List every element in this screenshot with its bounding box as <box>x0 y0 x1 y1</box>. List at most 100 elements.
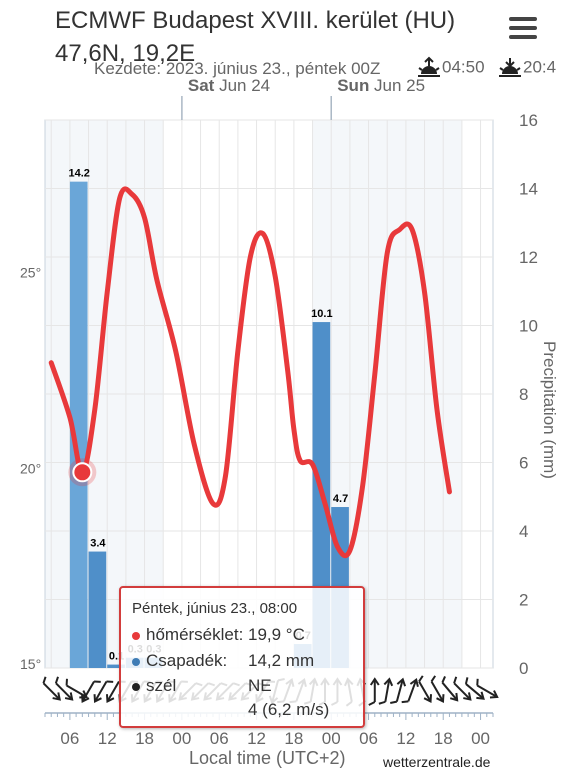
wind-arrow-shaft <box>42 682 60 700</box>
wind-arrow-icon <box>453 676 472 701</box>
sunset-info: 20:4 <box>497 56 556 80</box>
wind-arrow-barb <box>441 676 446 683</box>
wind-arrow-head <box>396 677 407 687</box>
wind-arrow-head <box>489 690 499 699</box>
wind-arrow-barb <box>418 675 424 683</box>
data-tooltip: Péntek, június 23., 08:00 hőmérséklet: 1… <box>119 586 365 728</box>
credit-link[interactable]: wetterzentrale.de <box>383 754 491 770</box>
day-label: Sun Jun 25 <box>337 76 425 95</box>
tooltip-wind-direction: NE <box>248 676 272 695</box>
precip-label: 4.7 <box>333 493 348 505</box>
time-tick-label: 12 <box>396 729 415 748</box>
wind-arrow-head <box>463 692 472 701</box>
wind-arrow-head <box>383 677 394 687</box>
highlight-point[interactable] <box>72 462 93 483</box>
title-coordinates: 47,6N, 19,2E <box>55 40 196 67</box>
tooltip-precip-label: Csapadék: <box>146 651 228 670</box>
wind-arrow-icon <box>464 677 485 700</box>
precip-label: 10.1 <box>311 308 332 320</box>
tooltip-row-temperature: hőmérséklet: <box>132 624 243 646</box>
wind-arrow-barb <box>430 675 437 683</box>
wind-arrow-barb <box>93 680 101 683</box>
temperature-axis: 15° 20° 25° <box>20 265 41 672</box>
wind-arrow-shaft <box>395 680 404 702</box>
wind-arrow-icon <box>81 680 101 703</box>
wind-arrow-icon <box>54 676 74 701</box>
temperature-line <box>48 186 452 559</box>
precip-tick-label: 2 <box>519 591 528 610</box>
precip-tick-label: 14 <box>519 180 538 199</box>
tooltip-date: Péntek, június 23., 08:00 <box>132 600 298 617</box>
time-tick-label: 18 <box>284 729 303 748</box>
wind-arrow-head <box>409 678 419 687</box>
wind-arrow-barb <box>453 676 458 684</box>
tooltip-temp-label: hőmérséklet: <box>146 625 244 644</box>
title-location: ECMWF Budapest XVIII. kerület (HU) <box>55 7 456 34</box>
wind-arrow-head <box>476 691 485 700</box>
precip-label: 14.2 <box>69 168 90 180</box>
precip-bar <box>88 551 107 668</box>
day-separators: Sat Jun 24 Sun Jun 25 <box>181 76 425 120</box>
sunrise-info: 04:50 <box>416 56 485 80</box>
precip-axis-title: Precipitation (mm) <box>540 341 559 479</box>
wind-arrow-icon <box>93 680 114 703</box>
sunrise-time: 04:50 <box>442 57 485 77</box>
highlight-marker <box>68 458 97 487</box>
tooltip-precip-value: 14,2 mm <box>248 651 315 670</box>
wind-arrow-icon <box>476 678 499 699</box>
wind-arrow-barb <box>65 678 68 686</box>
tooltip-wind-speed: 4 (6,2 m/s) <box>248 700 330 719</box>
temp-tick-label: 15° <box>20 656 41 672</box>
precip-bar <box>69 181 88 668</box>
wind-arrow-head <box>93 694 102 703</box>
precip-label: 3.4 <box>90 538 106 550</box>
forecast-start-label: Kezdete: 2023. június 23., péntek 00Z <box>94 59 381 78</box>
wind-arrow-shaft <box>82 680 95 702</box>
wind-arrow-icon <box>418 675 433 703</box>
wind-arrow-shaft <box>441 681 458 701</box>
precip-tick-label: 6 <box>519 454 528 473</box>
sunset-time: 20:4 <box>523 57 557 77</box>
time-tick-label: 06 <box>210 729 229 748</box>
wind-arrow-barb <box>378 700 386 705</box>
wind-arrow-head <box>64 692 74 701</box>
wind-arrow-head <box>449 692 459 702</box>
wind-arrow-shaft <box>465 683 484 699</box>
wind-arrow-shaft <box>384 679 391 703</box>
wind-arrow-shaft <box>94 680 108 702</box>
precip-tick-label: 12 <box>519 248 538 267</box>
wind-arrow-barb <box>368 701 376 706</box>
precip-tick-label: 4 <box>519 522 528 541</box>
precip-tick-label: 10 <box>519 317 538 336</box>
temp-tick-label: 20° <box>20 460 41 476</box>
time-tick-label: 12 <box>98 729 117 748</box>
wind-arrow-barb <box>401 700 409 704</box>
wind-arrow-icon <box>441 676 459 702</box>
time-tick-label: 18 <box>135 729 154 748</box>
hamburger-menu-icon[interactable] <box>509 17 537 39</box>
x-axis-title: Local time (UTC+2) <box>189 748 346 768</box>
time-tick-label: 00 <box>471 729 490 748</box>
wind-arrow-barb <box>390 700 398 704</box>
wind-arrow-head <box>105 694 115 703</box>
chart-title: ECMWF Budapest XVIII. kerület (HU) 47,6N… <box>55 4 455 70</box>
wind-arrow-icon <box>390 677 407 704</box>
precipitation-axis: 0 2 4 6 8 10 12 14 16 Precipitation (mm) <box>519 111 559 678</box>
wind-arrow-shaft <box>407 680 417 702</box>
sunset-icon <box>499 58 521 77</box>
wind-arrow-head <box>436 694 445 703</box>
wind-arrow-icon <box>401 678 419 704</box>
precip-tick-label: 0 <box>519 659 528 678</box>
time-tick-label: 06 <box>359 729 378 748</box>
wind-arrow-head <box>423 694 433 703</box>
time-tick-label: 12 <box>247 729 266 748</box>
wind-arrow-head <box>369 677 380 686</box>
wind-arrow-head <box>81 694 90 703</box>
wind-arrow-shaft <box>107 680 120 702</box>
day-label: Sat Jun 24 <box>188 76 270 95</box>
wind-arrow-shaft <box>418 680 431 702</box>
wind-arrow-barb <box>464 677 469 685</box>
time-tick-label: 00 <box>172 729 191 748</box>
tooltip-wind-label: szél <box>146 676 177 695</box>
wind-arrow-shaft <box>453 682 471 700</box>
